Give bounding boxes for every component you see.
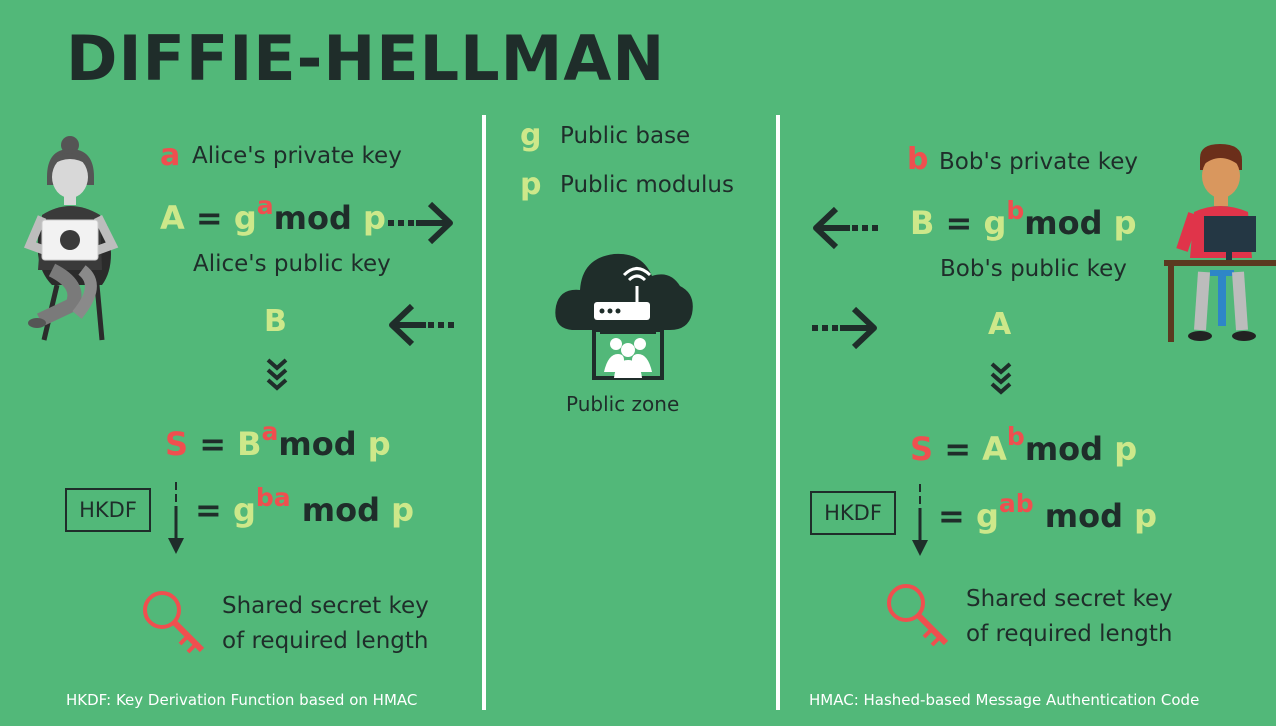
eq-exponent: b — [1006, 422, 1025, 451]
eq-exponent: a — [261, 417, 279, 446]
bob-secret-equation: S = Abmod p — [910, 422, 1138, 468]
eq-base: A — [982, 430, 1007, 468]
eq-equals: = — [944, 430, 971, 468]
alice-public-label: Alice's public key — [193, 251, 391, 277]
bob-private-label: Bob's private key — [939, 149, 1138, 175]
eq-base: g — [983, 204, 1007, 242]
chevron-down-icon — [266, 358, 288, 391]
bob-result-line2: of required length — [966, 621, 1173, 647]
eq-equals: = — [199, 425, 226, 463]
eq-base: g — [975, 497, 999, 535]
eq-lhs: B — [910, 204, 935, 242]
eq-lhs: A — [160, 199, 185, 237]
eq-base: g — [233, 199, 257, 237]
eq-lhs: S — [910, 430, 934, 468]
eq-equals: = — [945, 204, 973, 242]
bob-figure-icon — [1164, 144, 1276, 342]
eq-mod: mod — [273, 199, 352, 237]
public-modulus-label: Public modulus — [560, 172, 734, 198]
eq-equals: = — [938, 497, 965, 535]
alice-figure-icon — [23, 136, 119, 341]
eq-exponent: a — [256, 191, 274, 220]
bob-private-symbol: b — [907, 142, 929, 177]
eq-mod: mod — [1024, 204, 1103, 242]
alice-public-equation: A = gamod p — [160, 191, 386, 237]
eq-equals: = — [195, 491, 222, 529]
alice-private-symbol: a — [160, 138, 181, 173]
eq-modulus: p — [367, 425, 391, 463]
eq-modulus: p — [391, 491, 415, 529]
alice-hkdf-box: HKDF — [65, 488, 151, 532]
divider-left — [482, 115, 486, 710]
alice-result-line2: of required length — [222, 628, 429, 654]
eq-modulus: p — [1134, 497, 1158, 535]
public-zone-label: Public zone — [566, 392, 680, 416]
hkdf-down-arrow-icon — [912, 484, 928, 556]
bob-final-equation: = gab mod p — [938, 489, 1158, 535]
public-modulus-symbol: p — [520, 167, 542, 202]
eq-exponent: ab — [998, 489, 1034, 518]
eq-base: g — [232, 491, 256, 529]
public-base-symbol: g — [520, 118, 542, 153]
receive-left-arrow-icon — [389, 303, 454, 347]
receive-right-arrow-icon — [812, 306, 877, 350]
eq-mod: mod — [278, 425, 357, 463]
bob-public-equation: B = gbmod p — [910, 196, 1137, 242]
eq-modulus: p — [1114, 430, 1138, 468]
key-icon — [143, 591, 205, 654]
alice-secret-equation: S = Bamod p — [165, 417, 391, 463]
eq-base: B — [237, 425, 262, 463]
eq-mod: mod — [301, 491, 380, 529]
divider-right — [776, 115, 780, 710]
eq-exponent: b — [1006, 196, 1025, 225]
send-right-arrow-icon — [388, 201, 453, 245]
alice-private-label: Alice's private key — [192, 143, 402, 169]
alice-received-key: B — [264, 304, 287, 339]
bob-hkdf-box: HKDF — [810, 491, 896, 535]
eq-mod: mod — [1024, 430, 1104, 468]
public-base-label: Public base — [560, 123, 691, 149]
eq-equals: = — [195, 199, 223, 237]
key-icon — [887, 584, 949, 647]
alice-result-line1: Shared secret key — [222, 593, 429, 619]
eq-mod: mod — [1044, 497, 1123, 535]
footer-hmac-note: HMAC: Hashed-based Message Authenticatio… — [809, 691, 1200, 709]
eq-lhs: S — [165, 425, 189, 463]
eq-modulus: p — [363, 199, 386, 237]
footer-hkdf-note: HKDF: Key Derivation Function based on H… — [66, 691, 418, 709]
bob-result-line1: Shared secret key — [966, 586, 1173, 612]
eq-exponent: ba — [255, 483, 291, 512]
bob-received-key: A — [988, 307, 1012, 342]
hkdf-down-arrow-icon — [168, 482, 184, 554]
bob-public-label: Bob's public key — [940, 256, 1127, 282]
cloud-network-icon — [555, 253, 693, 380]
eq-modulus: p — [1113, 204, 1137, 242]
chevron-down-icon — [990, 362, 1012, 395]
page-title: DIFFIE-HELLMAN — [66, 22, 666, 95]
send-left-arrow-icon — [813, 206, 878, 250]
alice-final-equation: = gba mod p — [195, 483, 415, 529]
